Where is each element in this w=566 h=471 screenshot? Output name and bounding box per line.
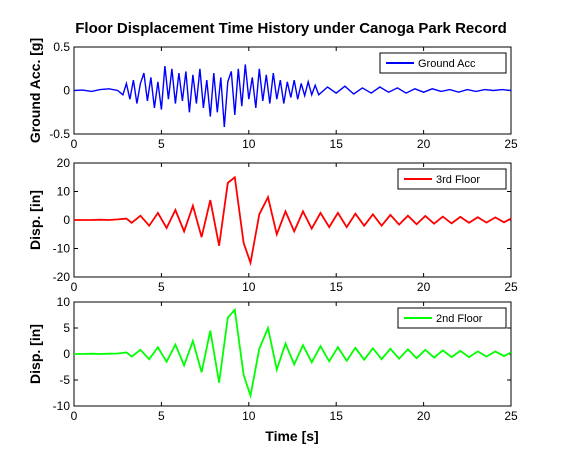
x-tick-label: 10 bbox=[242, 409, 256, 423]
y-axis-label: Disp. [in] bbox=[27, 324, 43, 384]
x-tick-label: 20 bbox=[417, 280, 431, 294]
legend-box bbox=[397, 307, 507, 329]
y-tick-label: 5 bbox=[63, 321, 70, 335]
x-tick-label: 20 bbox=[417, 137, 431, 151]
x-tick-label: 5 bbox=[158, 280, 165, 294]
x-tick-label: 0 bbox=[71, 409, 78, 423]
legend-label: 2nd Floor bbox=[436, 313, 483, 325]
panel-2nd-floor: 0 5 10 15 20 25 -10 -5 0 5 10 2nd Floor … bbox=[27, 295, 518, 423]
legend-box bbox=[397, 168, 507, 190]
legend: 3rd Floor bbox=[397, 168, 507, 190]
x-tick-label: 10 bbox=[242, 280, 256, 294]
y-tick-label: -0.5 bbox=[49, 127, 70, 141]
x-tick-label: 0 bbox=[71, 280, 78, 294]
panel-3rd-floor: 0 5 10 15 20 25 -20 -10 0 10 20 3rd Floo… bbox=[27, 156, 518, 294]
y-tick-label: -10 bbox=[53, 399, 71, 413]
x-tick-label: 0 bbox=[71, 137, 78, 151]
x-tick-labels: 0 5 10 15 20 25 bbox=[71, 280, 518, 294]
x-tick-labels: 0 5 10 15 20 25 bbox=[71, 137, 518, 151]
legend-label: 3rd Floor bbox=[436, 174, 480, 186]
y-tick-label: -5 bbox=[59, 373, 70, 387]
x-tick-label: 25 bbox=[504, 280, 518, 294]
x-tick-label: 5 bbox=[158, 409, 165, 423]
y-tick-label: 10 bbox=[57, 185, 71, 199]
x-tick-label: 15 bbox=[330, 137, 344, 151]
x-tick-label: 25 bbox=[504, 409, 518, 423]
tick-marks bbox=[73, 301, 512, 407]
x-tick-label: 5 bbox=[158, 137, 165, 151]
y-tick-label: 0 bbox=[63, 84, 70, 98]
legend-label: Ground Acc bbox=[418, 58, 476, 70]
x-tick-label: 15 bbox=[330, 280, 344, 294]
panel-ground-acc: 0 5 10 15 20 25 -0.5 0 0.5 Ground Acc Gr… bbox=[27, 38, 518, 151]
legend-box bbox=[379, 52, 507, 74]
series-line bbox=[73, 64, 512, 128]
y-tick-label: 0 bbox=[63, 347, 70, 361]
x-tick-labels: 0 5 10 15 20 25 bbox=[71, 409, 518, 423]
x-tick-label: 25 bbox=[504, 137, 518, 151]
tick-marks bbox=[73, 46, 512, 135]
y-tick-label: 0.5 bbox=[53, 40, 70, 54]
figure-title: Floor Displacement Time History under Ca… bbox=[75, 20, 507, 37]
y-axis-label: Ground Acc. [g] bbox=[27, 38, 43, 143]
y-tick-label: 10 bbox=[57, 295, 71, 309]
x-axis-label: Time [s] bbox=[265, 428, 318, 444]
y-axis-label: Disp. [in] bbox=[27, 190, 43, 250]
y-tick-labels: -10 -5 0 5 10 bbox=[53, 295, 71, 413]
y-tick-labels: -20 -10 0 10 20 bbox=[53, 156, 71, 284]
series-line bbox=[74, 307, 512, 400]
y-tick-label: -20 bbox=[53, 270, 71, 284]
series-line bbox=[74, 175, 512, 267]
legend: Ground Acc bbox=[379, 52, 507, 74]
x-tick-label: 20 bbox=[417, 409, 431, 423]
x-tick-label: 15 bbox=[330, 409, 344, 423]
y-tick-label: -10 bbox=[53, 242, 71, 256]
y-tick-labels: -0.5 0 0.5 bbox=[49, 40, 70, 141]
x-tick-label: 10 bbox=[242, 137, 256, 151]
legend: 2nd Floor bbox=[397, 307, 507, 329]
y-tick-label: 20 bbox=[57, 156, 71, 170]
y-tick-label: 0 bbox=[63, 213, 70, 227]
